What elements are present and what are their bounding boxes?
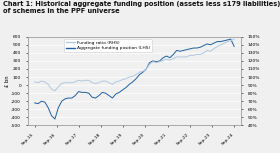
- Text: Chart 1: Historical aggregate funding position (assets less s179 liabilities) an: Chart 1: Historical aggregate funding po…: [3, 1, 280, 14]
- Y-axis label: £ bn: £ bn: [5, 75, 10, 87]
- Legend: Funding ratio (RHS), Aggregate funding position (LHS): Funding ratio (RHS), Aggregate funding p…: [64, 39, 151, 52]
